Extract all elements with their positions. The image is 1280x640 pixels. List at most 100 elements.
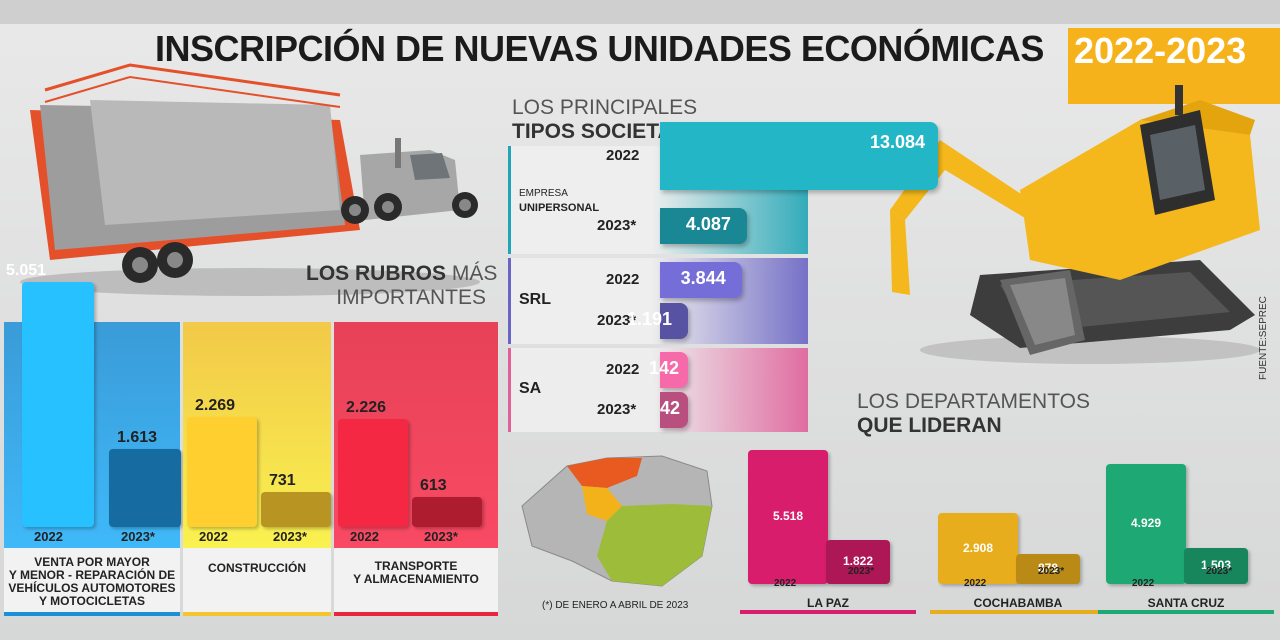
- year-badge: [1068, 28, 1280, 104]
- societarios-value-label: 3.844: [680, 268, 726, 288]
- rubros-label-area: [334, 548, 498, 612]
- rubros-category-label: VENTA POR MAYOR Y MENOR - REPARACIÓN DE VE…: [4, 556, 180, 608]
- societarios-value-label: 4.087: [685, 214, 731, 234]
- rubros-category-line: TRANSPORTE: [374, 559, 458, 573]
- societarios-value-label: 42: [660, 398, 681, 418]
- departamentos-year-label: 2023*: [848, 566, 875, 577]
- societarios-group-label-small: EMPRESA: [519, 188, 568, 199]
- rubros-value-label: 2.226: [346, 399, 387, 417]
- year-badge-text: 2022-2023: [1074, 30, 1247, 71]
- departamentos-year-label: 2022: [774, 578, 797, 589]
- rubros-bar: [412, 497, 482, 527]
- page-title: INSCRIPCIÓN DE NUEVAS UNIDADES ECONÓMICA…: [155, 28, 1044, 69]
- rubros-value-label: 1.613: [117, 428, 158, 446]
- departamentos-year-label: 2023*: [1206, 566, 1233, 577]
- societarios-year-label: 2022: [606, 271, 640, 288]
- tanker-truck-illustration: [20, 63, 480, 296]
- rubros-category-line: VENTA POR MAYOR: [34, 555, 150, 569]
- departamentos-value-label: 5.518: [772, 509, 804, 523]
- rubros-title-bold: LOS RUBROS: [306, 262, 447, 285]
- rubros-bar: [22, 282, 94, 527]
- societarios-value-label: 142: [649, 358, 680, 378]
- departamentos-category-label: COCHABAMBA: [973, 596, 1063, 610]
- rubros-category-line: Y MOTOCICLETAS: [38, 594, 145, 608]
- departamentos-bar: [1016, 554, 1080, 584]
- departamentos-baseline: [930, 610, 1106, 614]
- societarios-band: [508, 258, 808, 344]
- rubros-value-label: 2.269: [195, 396, 236, 414]
- societarios-group-label: UNIPERSONAL: [519, 202, 600, 214]
- departamentos-value-label: 2.908: [962, 540, 994, 555]
- rubros-title-light-2: IMPORTANTES: [336, 286, 486, 309]
- departamentos-value-label: 1.503: [1200, 557, 1232, 572]
- rubros-category-line: Y ALMACENAMIENTO: [353, 572, 479, 586]
- societarios-band-edge: [508, 258, 511, 344]
- societarios-band: [508, 348, 808, 432]
- societarios-bar: [660, 303, 688, 339]
- rubros-year-label: 2022: [34, 529, 63, 544]
- societarios-band-edge: [508, 348, 511, 432]
- societarios-group-label: SRL: [519, 291, 551, 308]
- rubros-value-label: 731: [269, 471, 296, 489]
- departamentos-title: LOS DEPARTAMENTOS QUE LIDERAN: [857, 390, 1090, 438]
- departamentos-bar: [1184, 547, 1248, 584]
- departamentos-bar: [748, 450, 828, 584]
- departamentos-title-bold: QUE LIDERAN: [857, 414, 1002, 437]
- rubros-year-label: 2023*: [424, 529, 458, 544]
- societarios-title-light: LOS PRINCIPALES: [512, 96, 698, 119]
- societarios-bar: [660, 392, 688, 428]
- societarios-year-label: 2023*: [597, 312, 637, 329]
- societarios-band-edge: [508, 146, 511, 254]
- rubros-bar: [338, 419, 408, 527]
- rubros-year-label: 2023*: [121, 529, 155, 544]
- societarios-year-label: 2022: [606, 361, 640, 378]
- rubros-bottom-stripe: [183, 612, 331, 616]
- rubros-label-area: [4, 548, 180, 612]
- societarios-value-label: 1.191: [627, 309, 673, 329]
- departamentos-bar: [1106, 464, 1186, 584]
- departamentos-category-label: LA PAZ: [807, 596, 849, 610]
- footnote: (*) DE ENERO A ABRIL DE 2023: [542, 600, 689, 611]
- rubros-category-line: Y MENOR - REPARACIÓN DE: [8, 568, 176, 582]
- departamentos-title-light: LOS DEPARTAMENTOS: [857, 390, 1090, 413]
- departamentos-year-label: 2023*: [1038, 566, 1065, 577]
- rubros-value-label: 5.051: [6, 262, 47, 279]
- societarios-year-label: 2023*: [597, 217, 637, 234]
- rubros-year-label: 2022: [199, 529, 228, 544]
- rubros-value-label: 613: [420, 477, 447, 495]
- departamentos-value-label: 1.822: [842, 553, 874, 568]
- rubros-category-label: TRANSPORTE Y ALMACENAMIENTO: [334, 560, 498, 586]
- rubros-category-label: CONSTRUCCIÓN: [183, 562, 331, 575]
- rubros-year-label: 2022: [350, 529, 379, 544]
- rubros-bar: [109, 448, 181, 527]
- societarios-year-label: 2023*: [597, 401, 637, 418]
- societarios-year-label: 2022: [606, 147, 640, 164]
- departamentos-baseline: [740, 610, 916, 614]
- societarios-bar: [660, 262, 742, 298]
- societarios-bar: [660, 208, 747, 244]
- departamentos-value-label: 878: [1037, 561, 1059, 575]
- rubros-bottom-stripe: [4, 612, 180, 616]
- rubros-category-line: VEHÍCULOS AUTOMOTORES: [8, 581, 176, 595]
- bolivia-map-illustration: [521, 455, 713, 587]
- departamentos-bar: [938, 513, 1018, 584]
- rubros-category-line: CONSTRUCCIÓN: [208, 561, 306, 575]
- top-strip: [0, 0, 1280, 24]
- rubros-title-light-1: MÁS: [451, 262, 498, 285]
- departamentos-bar: [826, 539, 890, 584]
- departamentos-category-label: SANTA CRUZ: [1147, 596, 1225, 610]
- rubros-bottom-stripe: [334, 612, 498, 616]
- societarios-bar: [660, 352, 688, 388]
- departamentos-baseline: [1098, 610, 1274, 614]
- rubros-bar: [261, 491, 331, 527]
- departamentos-year-label: 2022: [1132, 578, 1155, 589]
- departamentos-value-label: 4.929: [1130, 516, 1162, 531]
- societarios-group-label: SA: [519, 380, 542, 397]
- departamentos-year-label: 2022: [964, 578, 987, 589]
- rubros-bar: [187, 416, 257, 527]
- rubros-label-area: [183, 548, 331, 612]
